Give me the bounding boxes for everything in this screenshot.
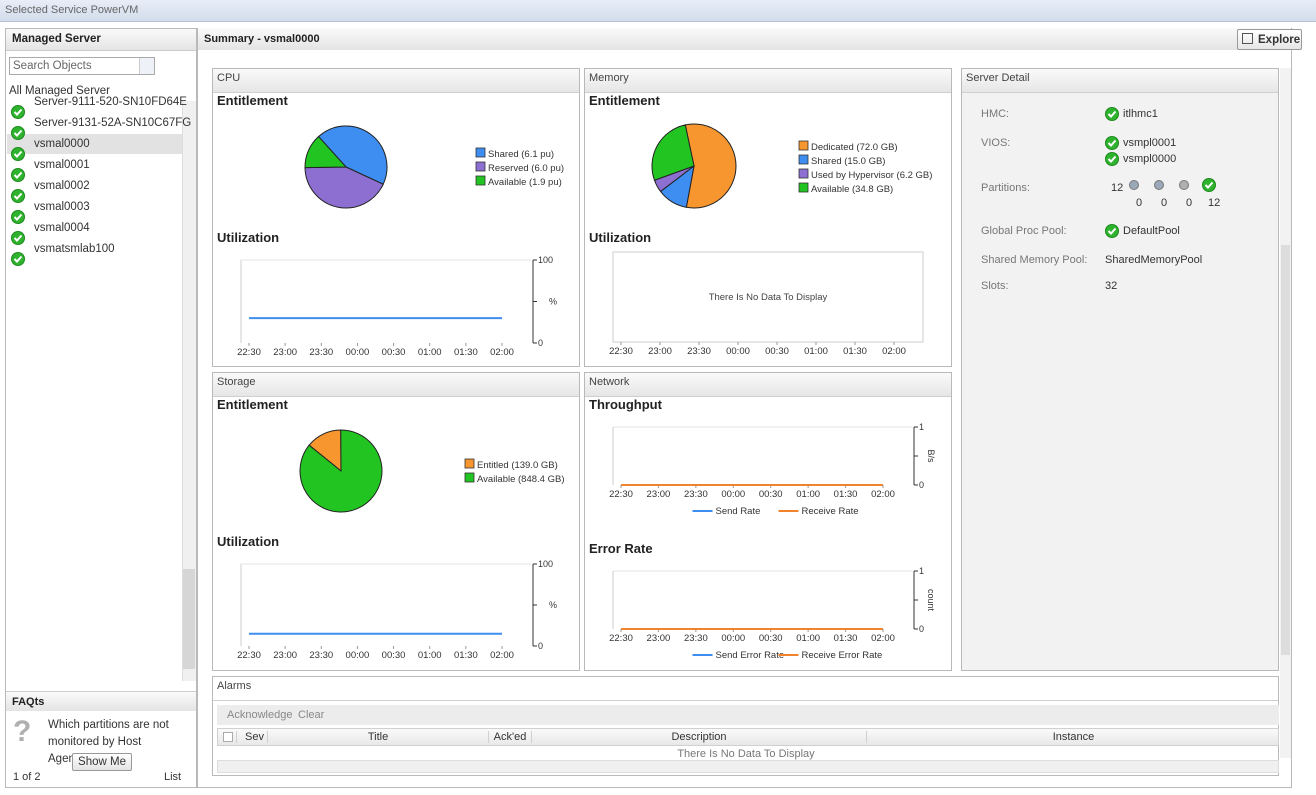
faq-list-link[interactable]: List	[164, 771, 182, 783]
detail-label: Global Proc Pool:	[981, 225, 1067, 237]
detail-value: vsmpl0000	[1123, 153, 1177, 165]
explore-button[interactable]: Explore	[1237, 29, 1302, 50]
toolbar-button[interactable]: Clear	[298, 709, 325, 721]
detail-value: vsmpl0001	[1123, 137, 1177, 149]
show-me-button[interactable]: Show Me	[72, 753, 132, 771]
partition-total: 12	[1111, 182, 1124, 194]
alarms-toolbar	[217, 705, 1279, 725]
server-item[interactable]: Server-9111-520-SN10FD64E	[34, 96, 187, 108]
server-item[interactable]: vsmal0004	[34, 222, 90, 234]
search-button[interactable]	[139, 58, 154, 74]
network-panel: Network	[584, 372, 952, 671]
scroll-thumb[interactable]	[183, 569, 195, 669]
summary-title: Summary - vsmal0000	[198, 28, 1291, 50]
partition-count: 12	[1208, 197, 1221, 209]
server-detail-panel: Server Detail HMC: itlhmc1 VIOS: vsmpl0001 vs…	[961, 68, 1279, 671]
scrollbar[interactable]	[182, 101, 196, 681]
detail-label: Slots:	[981, 280, 1009, 292]
detail-value: itlhmc1	[1123, 108, 1158, 120]
detail-value: DefaultPool	[1123, 225, 1180, 237]
panel-title: CPU	[213, 69, 579, 93]
faq-pager[interactable]: 1 of 2	[13, 771, 41, 783]
column-header[interactable]: Description	[531, 731, 866, 743]
search-box[interactable]: Search Objects	[9, 57, 155, 75]
column-header[interactable]: Instance	[866, 731, 1280, 743]
selected-row[interactable]	[7, 134, 182, 154]
panel-title: Memory	[585, 69, 951, 93]
column-header[interactable]: Ack'ed	[488, 731, 531, 743]
server-item[interactable]: Server-9131-52A-SN10C67FG	[34, 117, 192, 129]
partition-count: 0	[1161, 197, 1168, 209]
server-item[interactable]: vsmal0003	[34, 201, 90, 213]
server-item[interactable]: vsmatsmlab100	[34, 243, 115, 255]
detail-label: Partitions:	[981, 182, 1030, 194]
alarms-panel: Alarms Sev Title Ack'ed Description Instance…	[212, 676, 1279, 776]
detail-label: VIOS:	[981, 137, 1011, 149]
alarms-no-data: There Is No Data To Display	[677, 748, 815, 760]
alarms-header: Sev Title Ack'ed Description Instance	[217, 728, 1279, 746]
panel-title: Storage	[213, 373, 579, 397]
tree-root[interactable]: All Managed Server	[9, 85, 110, 97]
sidebar: Managed Server Search Objects All Manage…	[5, 28, 197, 788]
detail-label: HMC:	[981, 108, 1010, 120]
sidebar-title: Managed Server	[6, 29, 196, 51]
h-scrollbar[interactable]	[217, 760, 1279, 773]
detail-label: Shared Memory Pool:	[981, 254, 1088, 266]
window-title: Selected Service PowerVM	[0, 0, 1316, 22]
header-checkbox[interactable]	[223, 732, 233, 742]
panel-title: Server Detail	[962, 69, 1278, 93]
toolbar-button[interactable]: Acknowledge	[227, 709, 293, 721]
partition-count: 0	[1186, 197, 1193, 209]
explore-icon	[1242, 33, 1253, 44]
detail-value: 32	[1105, 280, 1118, 292]
column-header[interactable]: Sev	[236, 731, 267, 743]
panel-title: Network	[585, 373, 951, 397]
partition-count: 0	[1136, 197, 1143, 209]
faq-title: FAQts	[6, 691, 196, 711]
server-item[interactable]: vsmal0001	[34, 159, 90, 171]
column-header[interactable]: Title	[267, 731, 488, 743]
cpu-panel: CPU	[212, 68, 580, 367]
main-scroll-thumb[interactable]	[1281, 245, 1290, 655]
panel-title: Alarms	[213, 677, 1278, 701]
detail-value: SharedMemoryPool	[1105, 254, 1203, 266]
server-item[interactable]: vsmal0000	[34, 138, 90, 150]
memory-panel: Memory	[584, 68, 952, 367]
server-item[interactable]: vsmal0002	[34, 180, 90, 192]
storage-panel: Storage	[212, 372, 580, 671]
faq-icon: ?	[13, 715, 32, 748]
